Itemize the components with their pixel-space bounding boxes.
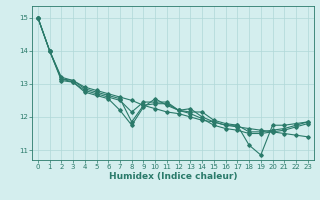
X-axis label: Humidex (Indice chaleur): Humidex (Indice chaleur): [108, 172, 237, 181]
